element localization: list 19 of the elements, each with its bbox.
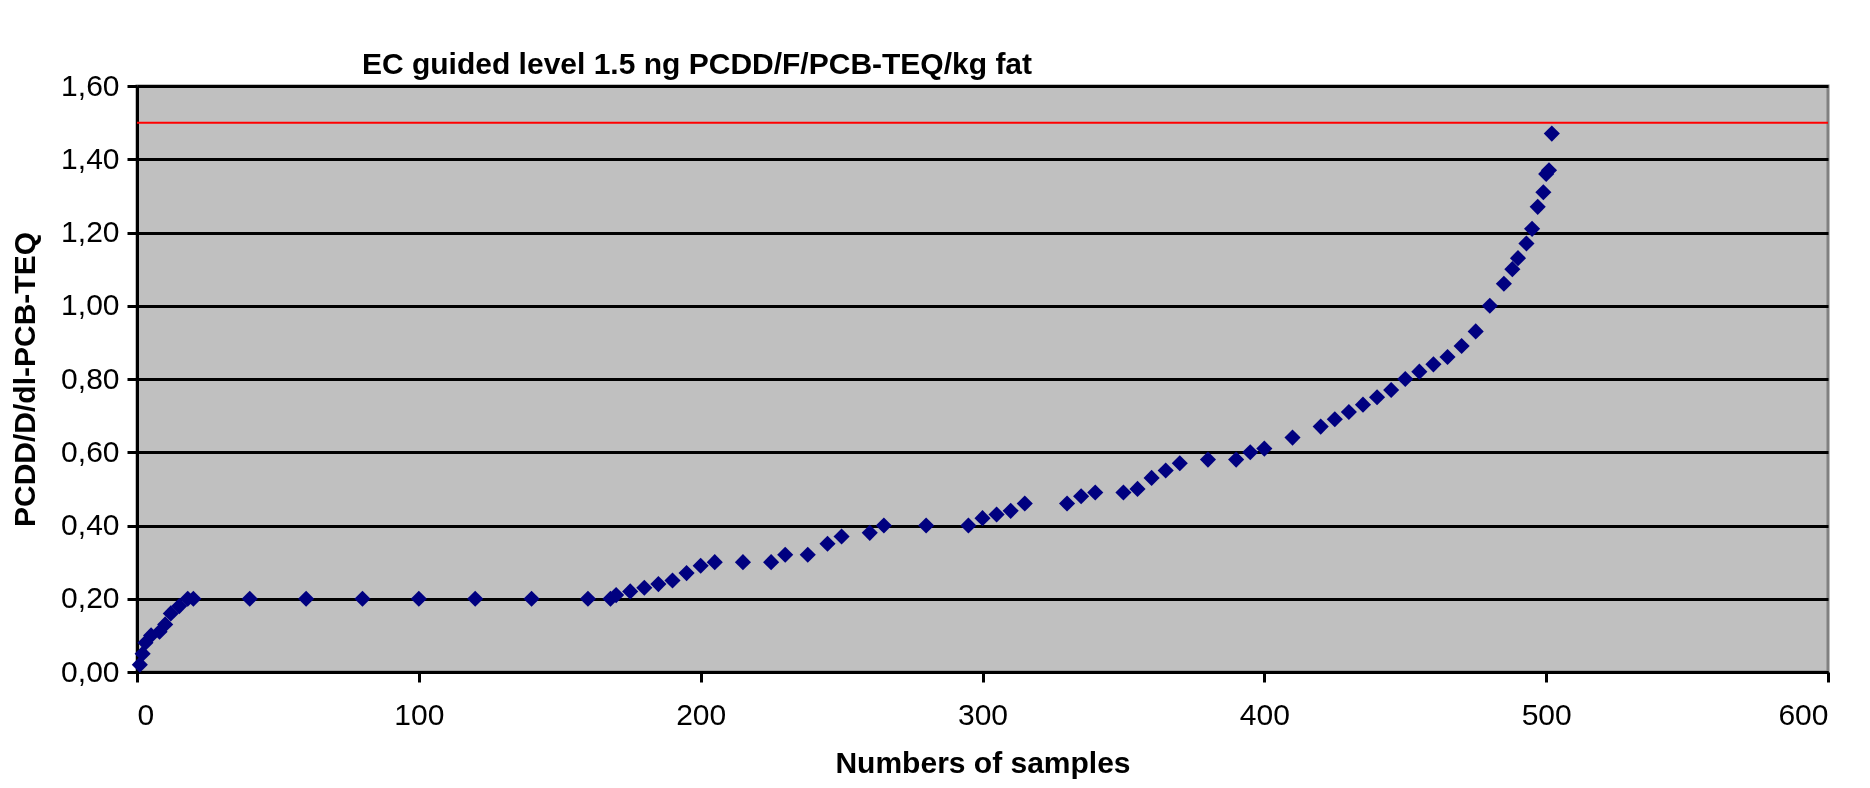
x-tick-label: 600 [1778,697,1829,731]
x-axis-title: Numbers of samples [835,745,1131,779]
y-tick-label: 0,20 [61,581,120,615]
x-tick-label: 100 [394,697,445,731]
x-tick-label: 400 [1239,697,1290,731]
y-tick-label: 1,40 [61,141,120,175]
y-axis-title: PCDD/D/dl-PCB-TEQ [8,232,42,527]
y-tick-label: 0,60 [61,434,120,468]
y-tick-label: 1,60 [61,68,120,102]
x-tick-label: 200 [676,697,727,731]
x-tick-label: 0 [137,697,155,731]
y-tick-label: 1,00 [61,288,120,322]
x-tick-label: 500 [1521,697,1572,731]
y-tick-label: 0,00 [61,654,120,688]
y-tick-label: 0,80 [61,361,120,395]
x-tick-label: 300 [957,697,1009,731]
y-tick-label: 1,20 [61,215,120,248]
y-tick-label: 0,40 [61,508,120,541]
ref-line-label: EC guided level 1.5 ng PCDD/F/PCB-TEQ/kg fat [361,47,1033,80]
